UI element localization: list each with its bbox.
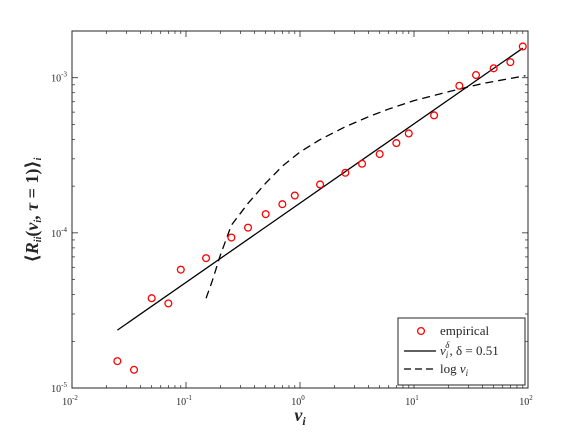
data-point-empirical: [489, 64, 498, 73]
data-point-empirical: [202, 254, 211, 263]
x-tick-label-exponent: 2: [529, 394, 533, 402]
y-tick-label-base: 10: [51, 229, 61, 240]
data-point-empirical: [316, 180, 325, 189]
x-tick-label-exponent: 1: [415, 394, 419, 402]
series-lines: [116, 47, 526, 331]
x-tick-label: 10-2: [62, 394, 78, 408]
y-tick-label-base: 10: [51, 74, 61, 85]
data-point-empirical: [147, 294, 156, 303]
y-axis-title-close-sub: i: [33, 157, 44, 160]
x-axis-title: vi: [294, 405, 306, 428]
data-point-empirical: [227, 233, 236, 242]
data-point-empirical: [113, 357, 122, 366]
data-point-empirical: [518, 42, 527, 51]
data-point-empirical: [261, 210, 270, 219]
series-markers: [113, 42, 527, 374]
x-tick-label: 100: [291, 394, 305, 408]
data-point-empirical: [404, 129, 413, 138]
x-tick-label-exponent: -2: [72, 394, 78, 402]
x-tick-label-base: 10: [176, 397, 186, 408]
y-tick-labels: 10-510-410-3: [51, 71, 67, 395]
data-point-empirical: [375, 150, 384, 159]
legend-power-sup: δ: [445, 340, 450, 350]
data-point-empirical: [243, 223, 253, 232]
y-tick-label: 10-3: [51, 71, 67, 85]
legend-item-log: log vi: [404, 361, 469, 378]
data-point-empirical: [506, 58, 515, 67]
x-tick-label-exponent: 0: [301, 394, 305, 402]
data-point-empirical: [455, 81, 464, 90]
y-axis-title-v-sub: i: [33, 220, 44, 223]
y-axis-title-tau: τ: [22, 202, 42, 211]
data-point-empirical: [278, 200, 287, 209]
x-tick-label-base: 10: [62, 397, 72, 408]
y-axis-title-mid: ,: [22, 211, 42, 220]
legend-marker-circle: [416, 326, 426, 336]
axes-box: [71, 30, 529, 389]
y-axis-title-args-open: (: [22, 231, 43, 237]
y-axis-title-sub: ii: [33, 236, 44, 242]
data-point-empirical: [129, 365, 139, 374]
y-axis-title-v: v: [22, 222, 42, 231]
y-axis-title-main: R: [22, 242, 42, 255]
legend-power-sub: i: [446, 350, 449, 360]
legend-label-power-law: viδ, δ = 0.51: [440, 340, 499, 360]
data-point-empirical: [290, 191, 299, 200]
x-tick-label-exponent: -1: [186, 394, 192, 402]
data-point-empirical: [392, 139, 401, 148]
x-axis-title-main: v: [294, 405, 303, 425]
y-axis-title-open: ⟨: [22, 254, 42, 262]
legend-item-empirical: empirical: [416, 323, 489, 338]
data-point-empirical: [357, 159, 367, 168]
x-tick-label-base: 10: [405, 397, 415, 408]
y-tick-label-exponent: -4: [61, 226, 67, 234]
y-tick-label: 10-5: [51, 381, 67, 395]
y-axis-title-close: ⟩: [22, 160, 42, 168]
x-tick-label-base: 10: [519, 397, 529, 408]
y-tick-label: 10-4: [51, 226, 67, 240]
legend-power-rest: , δ = 0.51: [449, 343, 498, 358]
x-tick-label: 102: [519, 394, 533, 408]
legend-log-prefix: log: [440, 361, 460, 376]
x-tick-labels: 10-2 10-1 100 101 102: [62, 394, 533, 408]
data-point-empirical: [430, 111, 439, 120]
y-axis-title: ⟨Rii(vi, τ = 1)⟩i: [22, 157, 44, 262]
legend: empirical viδ, δ = 0.51 log vi: [397, 317, 526, 386]
x-axis-title-sub: i: [302, 414, 306, 428]
data-point-empirical: [471, 71, 481, 80]
series-line-log: [205, 75, 526, 299]
y-tick-label-exponent: -3: [61, 71, 67, 79]
series-line-power-law: [116, 47, 524, 331]
y-axis-title-eq: = 1): [22, 169, 43, 203]
data-point-empirical: [176, 265, 185, 274]
legend-log-sub: i: [466, 368, 469, 378]
data-point-empirical: [164, 299, 173, 308]
legend-item-power-law: viδ, δ = 0.51: [404, 340, 499, 360]
legend-label-empirical: empirical: [440, 323, 489, 338]
x-tick-label-base: 10: [291, 397, 301, 408]
x-tick-label: 10-1: [176, 394, 192, 408]
x-tick-label: 101: [405, 394, 419, 408]
y-tick-label-base: 10: [51, 384, 61, 395]
data-point-empirical: [341, 168, 350, 177]
legend-log-v: v: [460, 361, 466, 376]
y-tick-label-exponent: -5: [61, 381, 67, 389]
legend-power-v: v: [440, 343, 446, 358]
legend-label-log: log vi: [440, 361, 469, 378]
